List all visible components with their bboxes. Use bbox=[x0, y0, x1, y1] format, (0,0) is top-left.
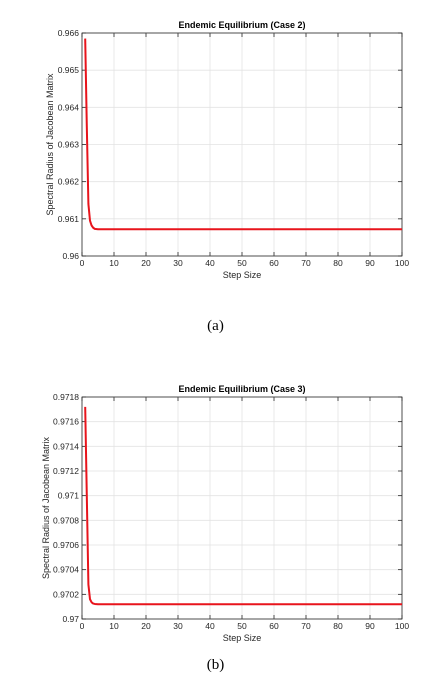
x-tick-label: 70 bbox=[301, 621, 311, 631]
y-tick-label: 0.9706 bbox=[53, 540, 79, 550]
x-tick-label: 20 bbox=[141, 621, 151, 631]
y-tick-label: 0.962 bbox=[58, 177, 80, 187]
x-tick-label: 60 bbox=[269, 258, 279, 268]
x-tick-label: 40 bbox=[205, 621, 215, 631]
chart-title: Endemic Equilibrium (Case 2) bbox=[178, 20, 305, 30]
chart-title: Endemic Equilibrium (Case 3) bbox=[178, 384, 305, 394]
y-tick-label: 0.9704 bbox=[53, 565, 79, 575]
series-line bbox=[84, 406, 402, 606]
x-axis-label: Step Size bbox=[223, 270, 262, 280]
y-tick-label: 0.9702 bbox=[53, 589, 79, 599]
chart-case-2: 0 10 20 30 40 50 60 70 80 90 100 0.96 0.961 0.962 0.96… bbox=[45, 20, 409, 280]
y-tick-label: 0.9708 bbox=[53, 515, 79, 525]
x-tick-label: 90 bbox=[365, 258, 375, 268]
x-tick-label: 80 bbox=[333, 621, 343, 631]
series-line bbox=[84, 38, 402, 231]
y-tick-label: 0.9714 bbox=[53, 441, 79, 451]
x-axis-label: Step Size bbox=[223, 633, 262, 643]
y-tick-label: 0.971 bbox=[58, 491, 80, 501]
y-tick-label: 0.963 bbox=[58, 140, 80, 150]
y-tick-label: 0.97 bbox=[62, 614, 79, 624]
y-axis-label: Spectral Radius of Jacobean Matrix bbox=[45, 73, 55, 216]
x-tick-label: 30 bbox=[173, 258, 183, 268]
x-tick-label: 50 bbox=[237, 621, 247, 631]
chart-case-3: 0 10 20 30 40 50 60 70 80 90 100 0.97 0.9702 0.9704 0.… bbox=[41, 384, 409, 643]
x-tick-label: 10 bbox=[109, 621, 119, 631]
x-tick-label: 100 bbox=[395, 621, 409, 631]
x-tick-label: 50 bbox=[237, 258, 247, 268]
x-tick-label: 30 bbox=[173, 621, 183, 631]
y-tick-label: 0.9712 bbox=[53, 466, 79, 476]
x-tick-label: 60 bbox=[269, 621, 279, 631]
y-tick-label: 0.96 bbox=[62, 251, 79, 261]
caption-b: (b) bbox=[206, 657, 225, 673]
x-tick-label: 70 bbox=[301, 258, 311, 268]
y-tick-label: 0.965 bbox=[58, 65, 80, 75]
x-tick-label: 0 bbox=[80, 258, 85, 268]
x-tick-label: 100 bbox=[395, 258, 409, 268]
x-tick-label: 80 bbox=[333, 258, 343, 268]
y-tick-label: 0.961 bbox=[58, 214, 80, 224]
y-tick-label: 0.966 bbox=[58, 28, 80, 38]
x-tick-label: 0 bbox=[80, 621, 85, 631]
x-tick-label: 40 bbox=[205, 258, 215, 268]
y-tick-label: 0.9716 bbox=[53, 417, 79, 427]
axes-box bbox=[81, 396, 403, 620]
axes-box bbox=[81, 32, 403, 257]
x-tick-label: 10 bbox=[109, 258, 119, 268]
y-axis-label: Spectral Radius of Jacobean Matrix bbox=[41, 436, 51, 579]
y-tick-label: 0.9718 bbox=[53, 392, 79, 402]
caption-a: (a) bbox=[207, 318, 224, 334]
x-tick-label: 90 bbox=[365, 621, 375, 631]
y-tick-label: 0.964 bbox=[58, 102, 80, 112]
x-tick-label: 20 bbox=[141, 258, 151, 268]
